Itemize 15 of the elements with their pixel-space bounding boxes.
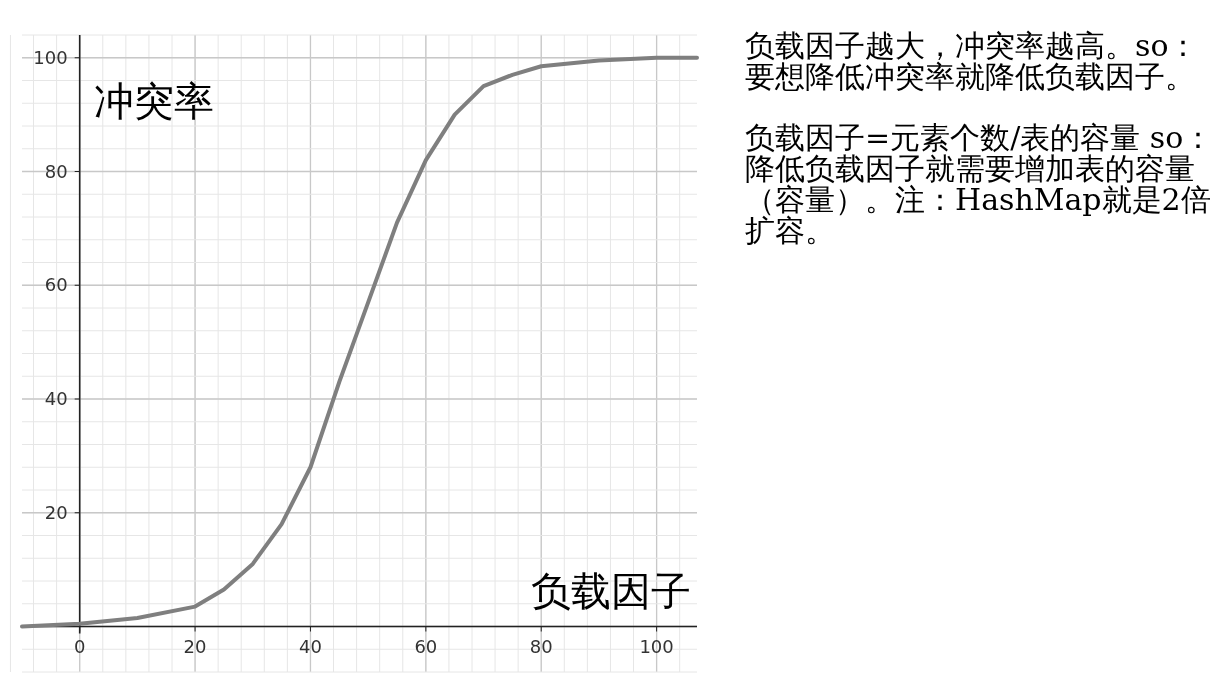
y-tick-label: 60 bbox=[44, 274, 68, 296]
text: 负载因子=元素个数/表的容量 so：降低负载因子就需要增加表的容量（容量）。注：HashMap就是2倍扩容。 bbox=[745, 120, 1215, 248]
x-tick-label: 100 bbox=[639, 635, 674, 657]
x-tick-label: 40 bbox=[299, 635, 322, 657]
y-tick-label: 80 bbox=[44, 160, 68, 182]
x-tick-label: 80 bbox=[529, 635, 553, 657]
y-tick-label: 40 bbox=[44, 388, 68, 409]
y-tick-label: 100 bbox=[33, 46, 68, 68]
x-tick-label: 0 bbox=[73, 635, 86, 657]
text: 负载因子越大，冲突率越高。so：要想降低冲突率就降低负载因子。 bbox=[745, 28, 1200, 94]
x-axis-title: 负载因子 bbox=[531, 567, 691, 614]
y-tick-label: 20 bbox=[44, 501, 68, 523]
y-axis-title: 冲突率 bbox=[93, 78, 214, 124]
x-tick-label: 20 bbox=[183, 635, 207, 657]
x-tick-label: 60 bbox=[414, 635, 438, 657]
